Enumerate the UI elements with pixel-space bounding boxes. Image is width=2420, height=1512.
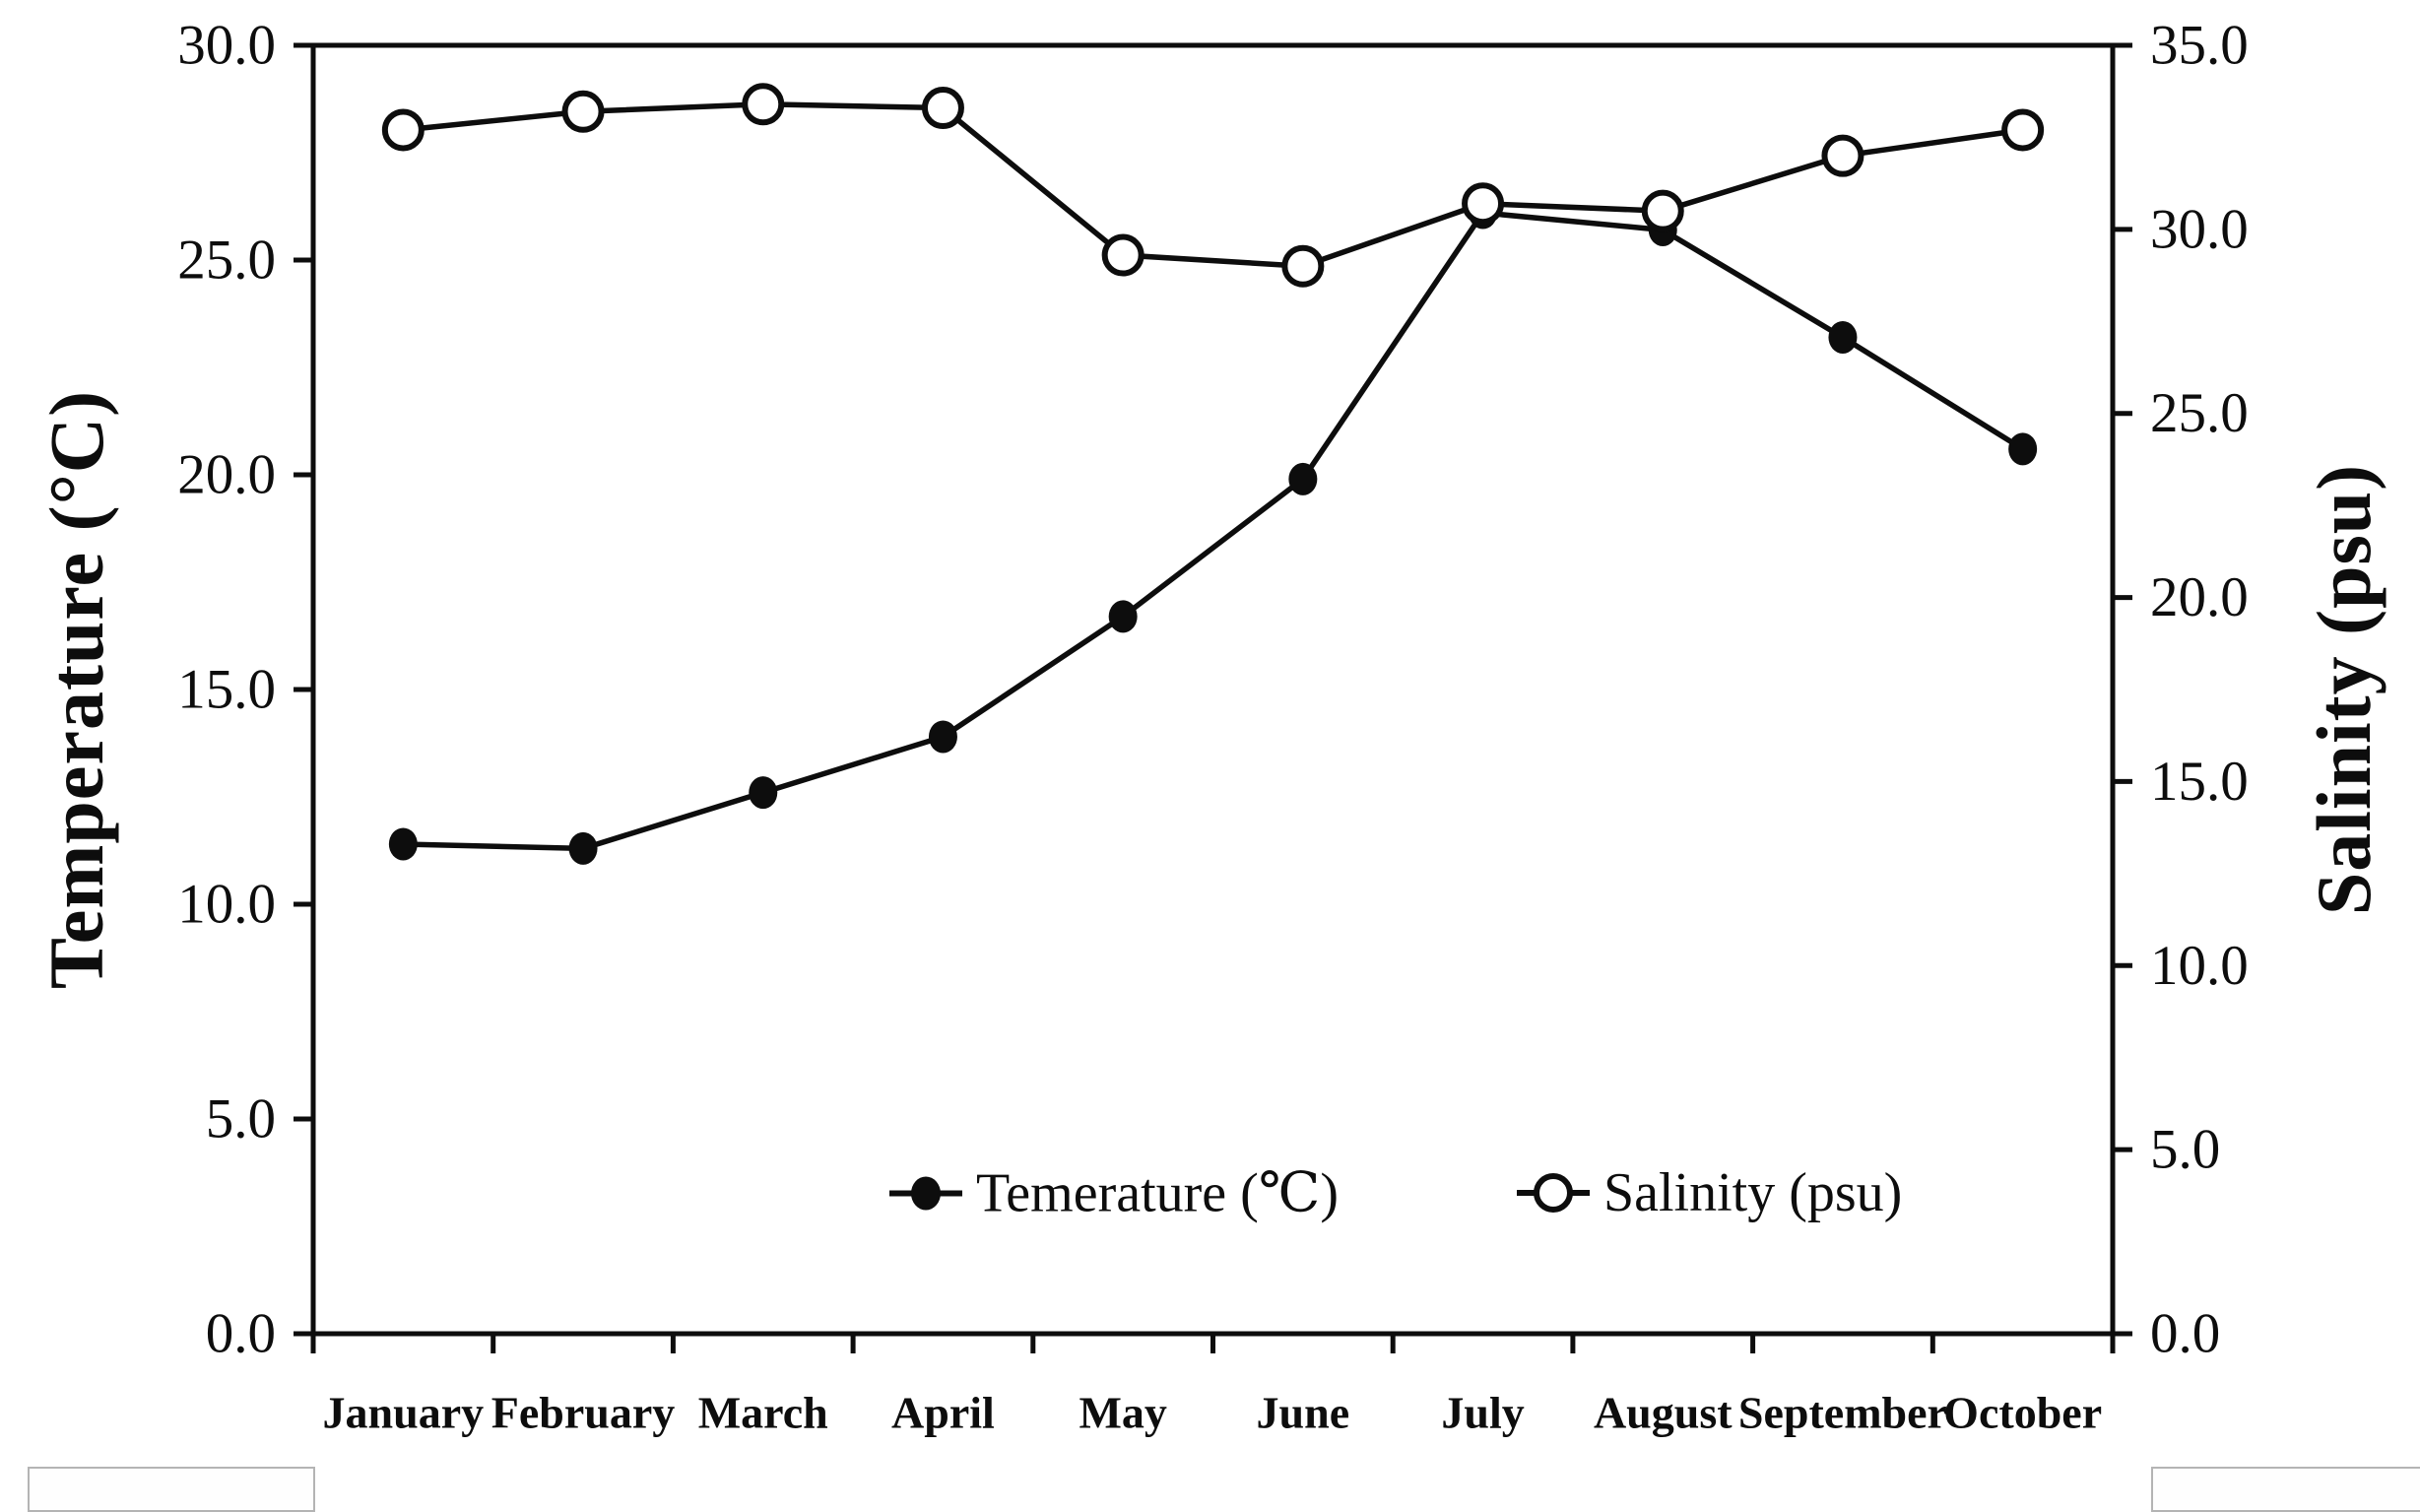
salinity-marker: [1462, 182, 1505, 226]
salinity-marker: [1281, 244, 1325, 288]
salinity-marker: [381, 108, 425, 152]
left-axis-tick-label: 5.0: [206, 1088, 276, 1150]
salinity-marker: [1101, 233, 1145, 277]
x-axis-month-label: April: [891, 1388, 995, 1438]
left-axis-tick-label: 15.0: [177, 659, 276, 721]
x-axis-month-label: July: [1441, 1388, 1524, 1438]
legend-item-temperature: Temerature (℃): [889, 1161, 1339, 1225]
left-axis-tick-label: 20.0: [177, 444, 276, 506]
left-axis-tick-label: 10.0: [177, 874, 276, 936]
salinity-marker: [921, 87, 964, 130]
temperature-marker: [2008, 432, 2038, 466]
salinity-marker: [742, 83, 785, 126]
left-axis-tick-label: 0.0: [206, 1303, 276, 1365]
legend-item-salinity: Salinity (psu): [1517, 1161, 1902, 1224]
x-axis-month-label: August: [1594, 1388, 1733, 1438]
x-axis-month-label: September: [1738, 1388, 1947, 1438]
x-axis-month-label: January: [323, 1388, 485, 1438]
filled-circle-icon: [911, 1176, 941, 1210]
right-axis-tick-label: 20.0: [2150, 566, 2249, 628]
salinity-marker: [561, 90, 605, 133]
x-axis-month-label: February: [491, 1388, 676, 1438]
temperature-marker: [749, 776, 778, 810]
legend-salinity-swatch: [1517, 1173, 1590, 1213]
right-axis-tick-label: 5.0: [2150, 1119, 2220, 1181]
x-axis-month-label: June: [1257, 1388, 1350, 1438]
legend-temperature-swatch: [889, 1176, 962, 1210]
right-axis-tick-label: 35.0: [2150, 15, 2249, 77]
right-axis-tick-label: 30.0: [2150, 198, 2249, 260]
right-axis-title: Salinity (psu): [2301, 463, 2387, 916]
salinity-marker: [1821, 134, 1864, 177]
temperature-marker: [1828, 320, 1858, 354]
temperature-marker: [388, 827, 418, 861]
open-circle-icon: [1534, 1173, 1573, 1213]
corner-artifact-right: [2151, 1467, 2420, 1512]
temperature-marker: [928, 720, 957, 754]
temperature-marker: [1288, 462, 1318, 495]
right-axis-tick-label: 15.0: [2150, 751, 2249, 813]
corner-artifact-left: [28, 1467, 315, 1512]
legend-temperature-label: Temerature (℃): [976, 1162, 1340, 1224]
left-axis-tick-label: 25.0: [177, 230, 276, 292]
temperature-line: [403, 210, 2025, 852]
x-axis-month-label: March: [698, 1388, 828, 1438]
plot-frame: [310, 42, 2116, 1337]
legend-salinity-label: Salinity (psu): [1603, 1162, 1903, 1223]
left-axis-tick-label: 30.0: [177, 15, 276, 77]
right-axis-tick-label: 10.0: [2150, 935, 2249, 997]
x-axis-month-label: May: [1079, 1388, 1166, 1438]
x-axis-month-label: October: [1943, 1388, 2102, 1438]
temperature-marker: [1108, 600, 1138, 633]
right-axis-tick-label: 0.0: [2150, 1303, 2220, 1365]
salinity-line: [403, 101, 2024, 270]
right-axis-tick-label: 25.0: [2150, 382, 2249, 444]
salinity-marker: [1641, 189, 1684, 232]
salinity-marker: [2001, 108, 2045, 152]
left-axis-title: Temperature (°C): [33, 389, 119, 990]
temperature-marker: [568, 831, 598, 865]
